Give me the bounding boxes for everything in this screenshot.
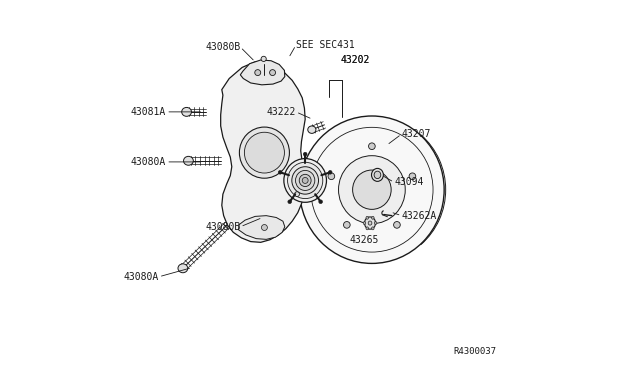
- Polygon shape: [239, 216, 285, 239]
- Text: 43080B: 43080B: [205, 222, 240, 232]
- Circle shape: [328, 170, 332, 174]
- Ellipse shape: [255, 70, 260, 76]
- Ellipse shape: [302, 177, 308, 183]
- Ellipse shape: [339, 156, 405, 224]
- Ellipse shape: [371, 227, 374, 230]
- Text: 43222: 43222: [266, 107, 296, 117]
- Ellipse shape: [184, 156, 193, 165]
- Polygon shape: [221, 62, 306, 242]
- Text: 43080B: 43080B: [205, 42, 240, 52]
- Ellipse shape: [261, 56, 266, 61]
- Ellipse shape: [369, 143, 375, 150]
- Text: 43080A: 43080A: [124, 272, 159, 282]
- Text: 43262A: 43262A: [401, 211, 436, 221]
- Ellipse shape: [374, 171, 381, 179]
- Ellipse shape: [239, 127, 289, 178]
- Circle shape: [278, 170, 282, 174]
- Text: R4300037: R4300037: [453, 347, 496, 356]
- Ellipse shape: [294, 192, 300, 196]
- Polygon shape: [240, 60, 285, 85]
- Ellipse shape: [363, 222, 366, 225]
- Ellipse shape: [366, 227, 369, 230]
- Ellipse shape: [292, 167, 319, 194]
- Text: 43094: 43094: [394, 177, 424, 187]
- Ellipse shape: [368, 221, 372, 225]
- Text: 43202: 43202: [340, 55, 370, 65]
- Circle shape: [303, 152, 307, 156]
- Ellipse shape: [409, 173, 416, 180]
- Ellipse shape: [287, 162, 323, 199]
- Text: 43080A: 43080A: [131, 157, 166, 167]
- Ellipse shape: [178, 264, 188, 273]
- Ellipse shape: [284, 158, 326, 202]
- Ellipse shape: [300, 116, 444, 263]
- Ellipse shape: [308, 126, 316, 134]
- Ellipse shape: [269, 70, 276, 76]
- Text: 43207: 43207: [401, 129, 431, 139]
- Ellipse shape: [366, 216, 369, 219]
- Ellipse shape: [371, 169, 383, 182]
- Text: SEE SEC431: SEE SEC431: [296, 40, 355, 50]
- Ellipse shape: [262, 225, 268, 231]
- Text: 43265: 43265: [350, 235, 379, 245]
- Ellipse shape: [296, 170, 315, 190]
- Circle shape: [288, 200, 292, 203]
- Ellipse shape: [371, 216, 374, 219]
- Circle shape: [319, 200, 323, 203]
- Ellipse shape: [394, 222, 400, 228]
- Ellipse shape: [244, 132, 284, 173]
- Ellipse shape: [344, 222, 350, 228]
- Ellipse shape: [364, 217, 376, 229]
- Ellipse shape: [182, 108, 191, 116]
- Ellipse shape: [328, 173, 335, 180]
- Text: 43202: 43202: [340, 55, 370, 65]
- Ellipse shape: [374, 222, 377, 225]
- Ellipse shape: [300, 174, 311, 186]
- Ellipse shape: [353, 170, 391, 209]
- Text: 43081A: 43081A: [131, 107, 166, 117]
